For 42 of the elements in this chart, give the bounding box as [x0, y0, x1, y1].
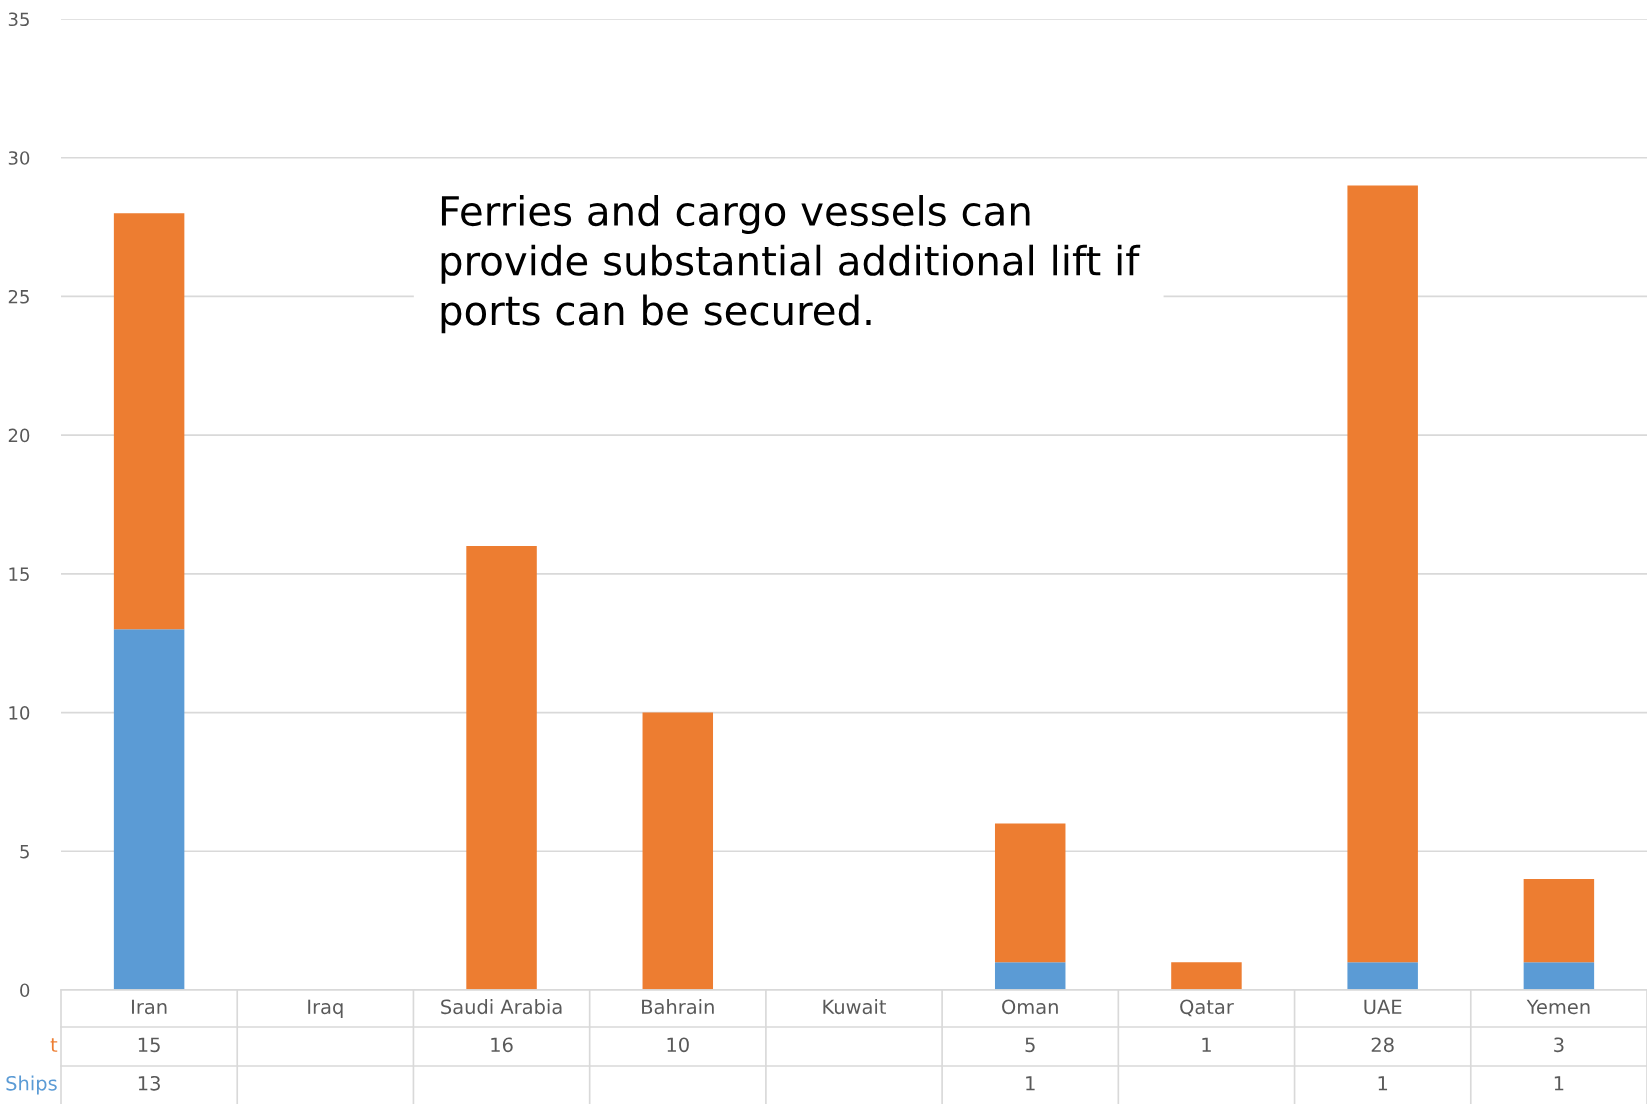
x-tick-label: Iraq [308, 999, 343, 1018]
data-label: 13 [138, 1075, 160, 1091]
data-label: 3 [1554, 1037, 1564, 1053]
data-label: 16 [491, 1037, 513, 1053]
y-tick-label: 15 [9, 567, 29, 581]
bar [1523, 879, 1595, 963]
bar [1347, 962, 1418, 990]
bar [1523, 962, 1595, 990]
y-tick-label: 30 [8, 151, 30, 165]
y-tick-label: 5 [20, 844, 29, 859]
data-label: 28 [1371, 1037, 1394, 1053]
y-tick-label: 0 [20, 983, 30, 998]
x-tick-label: Kuwait [823, 999, 887, 1015]
y-tick-label: 10 [9, 706, 30, 720]
bar [1171, 962, 1242, 990]
data-label: 10 [667, 1037, 689, 1053]
y-tick-label: 25 [8, 289, 29, 304]
bar [113, 213, 185, 630]
data-label: 1 [1554, 1076, 1564, 1091]
y-tick-label: 35 [8, 12, 29, 27]
bar [113, 629, 185, 990]
x-tick-label: Saudi Arabia [441, 999, 562, 1015]
bar [466, 546, 537, 990]
x-tick-label: Iran [132, 999, 167, 1015]
text: Ships [6, 1075, 57, 1095]
data-label: 15 [138, 1037, 160, 1053]
data-label: 1 [1378, 1076, 1388, 1091]
bar [994, 823, 1066, 963]
x-tick-label: UAE [1364, 999, 1402, 1015]
x-tick-label: Yemen [1526, 999, 1590, 1015]
x-tick-label: Oman [1002, 999, 1058, 1015]
y-tick-label: 20 [8, 428, 30, 443]
annotation: Ferries and cargo vessels can provide substantial additional lift if ports can be secured. [441, 195, 1141, 334]
data-label: 1 [1026, 1076, 1035, 1091]
text: t [50, 1038, 58, 1052]
bar [1347, 185, 1418, 963]
x-tick-label: Qatar [1180, 999, 1234, 1017]
data-label: 5 [1025, 1037, 1035, 1053]
data-label: 1 [1202, 1037, 1211, 1052]
x-tick-label: Bahrain [642, 999, 714, 1015]
bar [994, 962, 1066, 990]
bar [642, 712, 714, 990]
